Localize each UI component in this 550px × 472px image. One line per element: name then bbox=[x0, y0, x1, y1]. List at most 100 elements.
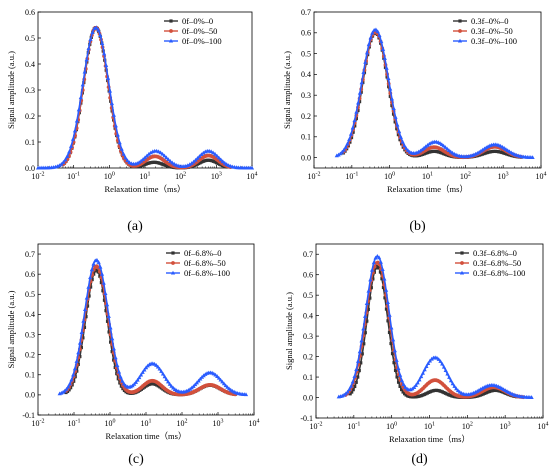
data-point bbox=[160, 371, 166, 376]
data-point bbox=[359, 80, 364, 85]
data-point bbox=[111, 346, 116, 351]
data-point bbox=[441, 364, 447, 369]
x-tick-label: 102 bbox=[175, 172, 186, 182]
series-1 bbox=[61, 25, 233, 170]
data-point bbox=[435, 150, 439, 154]
data-point bbox=[105, 75, 111, 80]
data-point bbox=[401, 390, 405, 394]
data-point bbox=[368, 35, 373, 40]
data-point bbox=[371, 277, 375, 281]
legend-marker bbox=[171, 261, 175, 265]
data-point bbox=[360, 352, 364, 356]
x-tick-label: 101 bbox=[424, 422, 435, 432]
data-point bbox=[357, 368, 361, 373]
data-point bbox=[425, 151, 430, 155]
data-point bbox=[389, 341, 393, 346]
data-point bbox=[216, 375, 222, 380]
series-2 bbox=[35, 25, 255, 170]
legend-label: 0.3f–0%–50 bbox=[471, 26, 513, 36]
y-tick-label: 0.5 bbox=[303, 291, 313, 300]
legend: 0.3f–0%–00.3f–0%–500.3f–0%–100 bbox=[453, 16, 517, 46]
panel-a: 10-2 10-1 100 101 102 103 104 0.0 0.1 0.2 0.3 0.4 0.… bbox=[6, 8, 258, 234]
legend-label: 0f–6.8%–100 bbox=[184, 268, 230, 278]
data-point bbox=[399, 387, 404, 392]
x-tick-label: 102 bbox=[462, 422, 473, 432]
data-point bbox=[395, 122, 400, 127]
data-point bbox=[74, 359, 79, 363]
data-point bbox=[157, 366, 162, 371]
x-axis-title: Relaxation time（ms） bbox=[387, 184, 468, 194]
data-point bbox=[447, 375, 452, 379]
data-point bbox=[380, 47, 386, 51]
data-point bbox=[347, 387, 352, 392]
data-point bbox=[102, 298, 107, 302]
data-point bbox=[160, 151, 165, 156]
data-point bbox=[61, 160, 66, 164]
data-point bbox=[443, 152, 447, 156]
data-point bbox=[400, 139, 405, 144]
data-point bbox=[108, 325, 113, 330]
data-point bbox=[169, 383, 174, 388]
legend-marker bbox=[458, 29, 462, 33]
data-point bbox=[378, 270, 383, 274]
data-point bbox=[218, 377, 223, 382]
data-point bbox=[159, 369, 164, 373]
data-point bbox=[427, 141, 432, 146]
data-point bbox=[500, 150, 504, 155]
data-point bbox=[437, 150, 441, 154]
data-point bbox=[376, 255, 382, 260]
data-point bbox=[249, 165, 255, 170]
data-point bbox=[201, 150, 206, 155]
x-tick-label: 102 bbox=[177, 419, 188, 429]
data-point bbox=[98, 33, 103, 37]
data-point bbox=[484, 145, 489, 150]
data-point bbox=[529, 395, 534, 399]
series-line bbox=[349, 265, 517, 399]
data-point bbox=[386, 76, 391, 81]
data-point bbox=[187, 162, 192, 167]
data-point bbox=[214, 153, 220, 158]
data-point bbox=[485, 150, 489, 155]
data-point bbox=[391, 337, 396, 342]
data-point bbox=[480, 147, 485, 152]
data-point bbox=[366, 307, 370, 311]
data-point bbox=[95, 268, 99, 272]
data-point bbox=[79, 346, 83, 350]
data-point bbox=[216, 155, 222, 160]
data-point bbox=[382, 276, 387, 281]
series-line bbox=[336, 28, 533, 159]
series-line bbox=[342, 32, 522, 159]
data-point bbox=[88, 275, 93, 280]
data-point bbox=[440, 151, 444, 155]
data-point bbox=[109, 101, 115, 106]
data-point bbox=[99, 280, 103, 285]
data-point bbox=[398, 384, 402, 388]
data-point bbox=[418, 148, 423, 153]
series-line bbox=[342, 31, 522, 158]
data-point bbox=[336, 152, 341, 157]
data-point bbox=[480, 152, 485, 156]
data-point bbox=[403, 385, 408, 389]
data-point bbox=[438, 150, 443, 155]
data-point bbox=[117, 140, 122, 145]
data-point bbox=[368, 277, 373, 282]
data-point bbox=[478, 387, 483, 391]
data-point bbox=[115, 132, 120, 137]
y-tick-label: 0.3 bbox=[25, 330, 35, 339]
data-point bbox=[340, 149, 345, 154]
data-point bbox=[67, 381, 72, 386]
data-point bbox=[102, 51, 107, 56]
data-point bbox=[377, 33, 382, 38]
data-point bbox=[501, 151, 506, 155]
data-point bbox=[389, 96, 395, 101]
data-point bbox=[135, 161, 140, 165]
y-tick-label: 0.4 bbox=[25, 60, 35, 69]
data-point bbox=[352, 374, 357, 378]
legend-label: 0.3f–6.8%–50 bbox=[473, 258, 521, 268]
data-point bbox=[359, 338, 364, 343]
data-point bbox=[375, 29, 380, 34]
x-axis-title: Relaxation time（ms） bbox=[389, 434, 470, 444]
data-point bbox=[81, 336, 85, 340]
